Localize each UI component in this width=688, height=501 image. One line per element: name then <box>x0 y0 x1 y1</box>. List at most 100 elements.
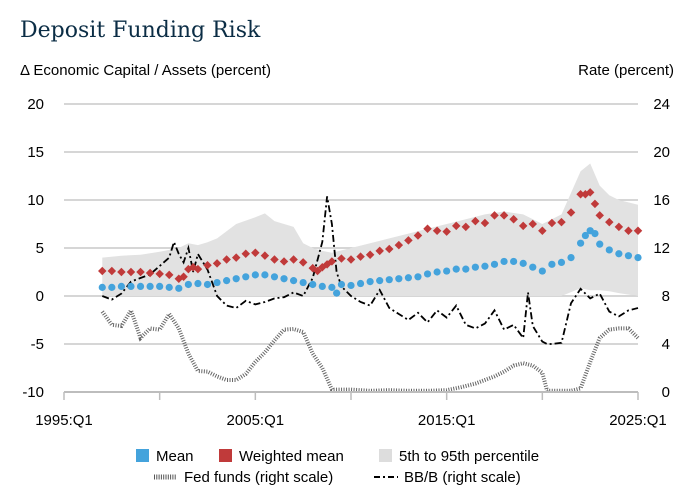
mean-point <box>280 275 288 283</box>
mean-point <box>366 278 374 286</box>
weighted-mean-point <box>117 267 126 277</box>
fed-funds-line <box>100 305 640 393</box>
mean-point <box>251 271 259 279</box>
legend-label: Mean <box>156 448 194 465</box>
mean-point <box>117 282 125 290</box>
mean-point <box>223 277 231 285</box>
mean-point <box>136 282 145 290</box>
mean-point <box>299 278 307 287</box>
weighted-mean-point <box>394 240 404 250</box>
weighted-mean-point <box>155 269 164 279</box>
mean-point <box>519 259 527 267</box>
mean-point <box>242 273 250 281</box>
mean-point <box>538 267 546 275</box>
x-tick-label: 1995:Q1 <box>35 412 93 429</box>
mean-point <box>347 281 355 290</box>
mean-point <box>500 257 508 266</box>
mean-point <box>433 268 441 276</box>
weighted-mean-point <box>385 244 394 254</box>
mean-point <box>175 284 183 292</box>
weighted-mean-point <box>241 249 251 259</box>
mean-point <box>634 254 642 262</box>
mean-point <box>232 275 240 283</box>
weighted-mean-point <box>126 267 136 277</box>
mean-point <box>194 279 202 288</box>
weighted-mean-point <box>432 226 442 235</box>
mean-point <box>356 279 365 288</box>
y-left-tick-label: -10 <box>22 384 44 401</box>
mean-point <box>567 254 575 262</box>
legend-label: BB/B (right scale) <box>404 469 521 486</box>
mean-point <box>213 278 221 287</box>
mean-point <box>529 263 537 271</box>
legend-label: Weighted mean <box>239 448 344 465</box>
mean-point <box>510 257 518 266</box>
mean-point <box>333 289 341 297</box>
weighted-mean-point <box>145 268 155 278</box>
mean-point <box>615 250 623 258</box>
weighted-mean-point <box>270 255 279 264</box>
y-right-tick-label: 4 <box>662 336 670 353</box>
mean-point <box>596 240 604 248</box>
mean-point <box>404 274 412 282</box>
mean-point <box>490 260 499 268</box>
mean-point <box>261 271 269 279</box>
mean-point <box>309 280 317 289</box>
rate-lines <box>100 196 640 393</box>
mean-point <box>337 280 346 289</box>
mean-point <box>146 282 154 290</box>
weighted-mean-point <box>107 266 117 276</box>
x-tick-label: 2005:Q1 <box>227 412 285 429</box>
weighted-mean-point <box>164 270 174 280</box>
weighted-mean-point <box>471 216 480 226</box>
y-axis-left-label: Δ Economic Capital / Assets (percent) <box>20 62 271 79</box>
mean-point <box>471 263 479 271</box>
weighted-mean-point <box>231 253 241 262</box>
weighted-mean-point <box>327 257 337 266</box>
weighted-mean-point <box>451 221 461 231</box>
weighted-mean-point <box>279 257 289 266</box>
y-left-tick-label: 0 <box>36 288 44 305</box>
y-right-tick-label: 24 <box>653 96 670 113</box>
mean-point <box>270 273 279 281</box>
mean-point <box>98 283 106 291</box>
weighted-mean-point <box>499 211 509 220</box>
weighted-mean-point <box>203 261 212 270</box>
mean-point <box>443 267 451 275</box>
mean-point <box>108 283 116 291</box>
weighted-mean-point <box>480 218 490 228</box>
weighted-mean-point <box>289 255 298 264</box>
weighted-mean-point <box>136 267 145 277</box>
mean-point <box>203 280 212 289</box>
mean-point <box>548 260 556 268</box>
weighted-mean-point <box>413 231 423 240</box>
weighted-mean-point <box>313 266 322 276</box>
legend-label: 5th to 95th percentile <box>399 448 539 465</box>
weighted-mean-point <box>222 255 231 264</box>
mean-point <box>423 270 432 278</box>
y-right-tick-label: 8 <box>662 288 670 305</box>
weighted-mean-point <box>442 227 451 236</box>
mean-point <box>591 230 599 238</box>
y-left-tick-label: -5 <box>31 336 44 353</box>
mean-point <box>581 231 589 240</box>
x-tick-label: 2025:Q1 <box>609 412 667 429</box>
mean-point <box>605 246 613 254</box>
mean-point <box>557 258 566 266</box>
weighted-mean-point <box>461 222 471 232</box>
mean-point <box>184 280 192 289</box>
y-left-tick-label: 20 <box>27 96 44 113</box>
axes: 20 15 10 5 0 -5 -10 24 20 16 12 8 4 0 1995:Q1 2005:Q1 20… <box>22 96 670 429</box>
mean-point <box>385 276 393 284</box>
mean-point <box>127 282 135 290</box>
weighted-mean-point <box>365 250 375 259</box>
weighted-mean-point <box>509 214 518 224</box>
series-markers <box>98 188 643 297</box>
weighted-mean-point <box>260 251 270 260</box>
weighted-mean-point <box>404 236 413 245</box>
mean-point <box>414 273 422 281</box>
y-axis-right-label: Rate (percent) <box>578 62 674 79</box>
y-right-tick-label: 0 <box>662 384 670 401</box>
chart-title: Deposit Funding Risk <box>20 18 261 43</box>
weighted-mean-point <box>212 259 222 268</box>
